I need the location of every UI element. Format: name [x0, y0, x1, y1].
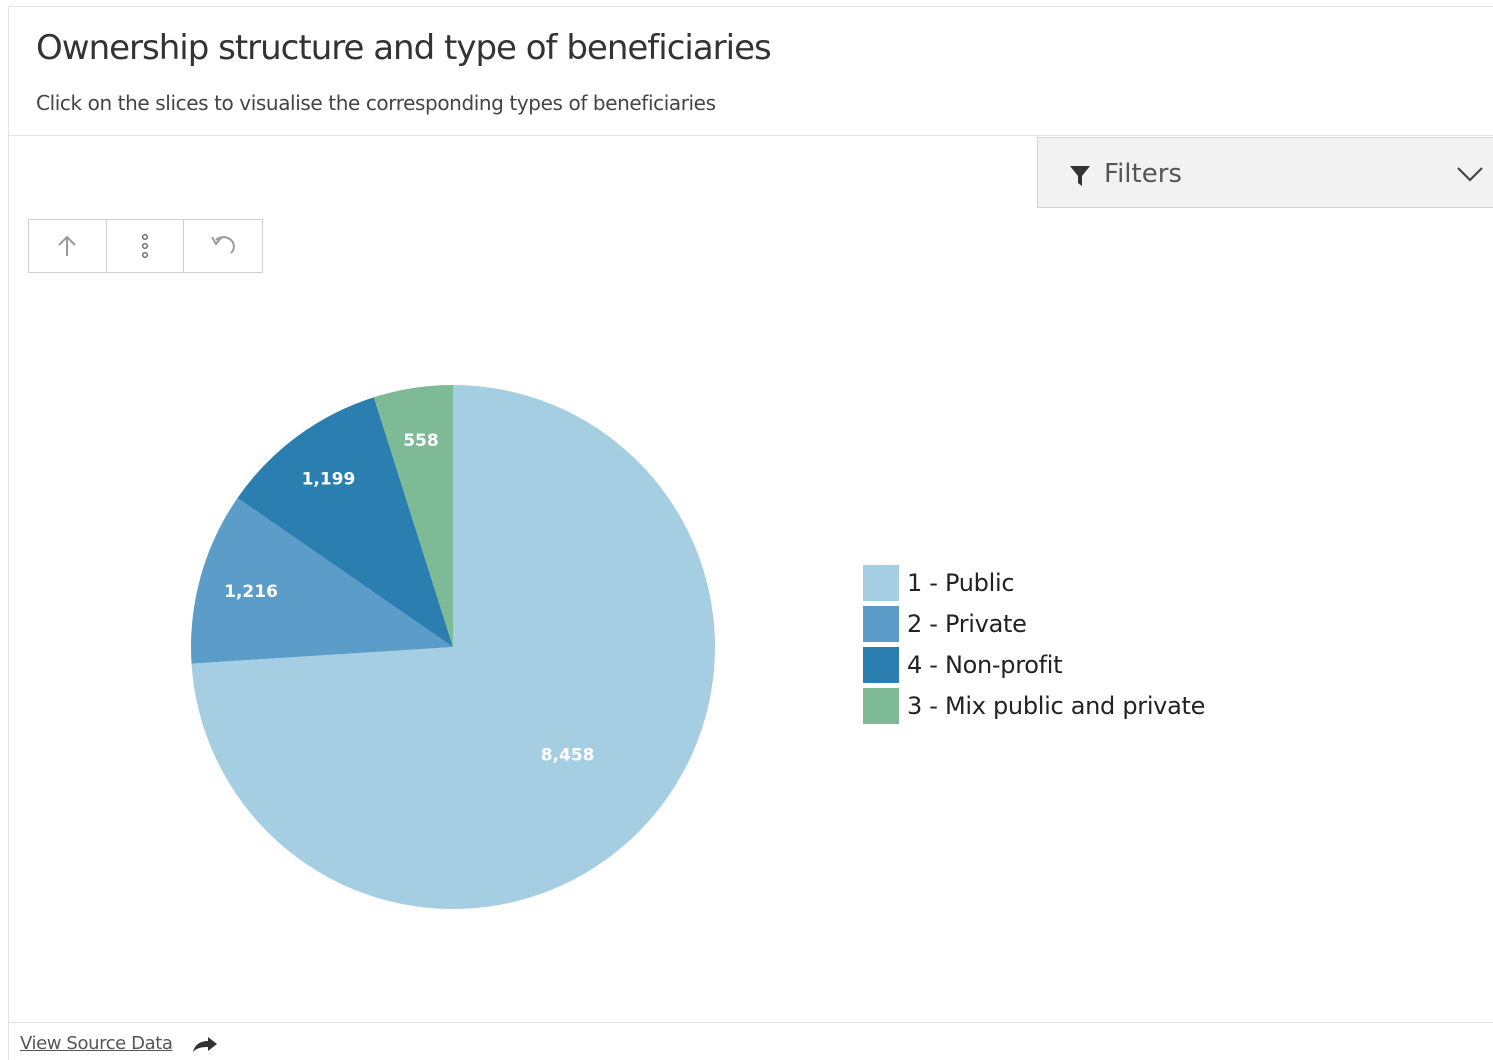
- filters-dropdown[interactable]: Filters: [1037, 137, 1493, 208]
- legend-label: 2 - Private: [907, 610, 1027, 638]
- filters-label: Filters: [1104, 159, 1182, 189]
- pie-slice-1[interactable]: [191, 385, 715, 909]
- pie-slice-4[interactable]: [373, 385, 453, 647]
- pie-slice-label-3: 1,199: [302, 469, 356, 489]
- pie-slice-label-4: 558: [403, 431, 439, 451]
- undo-icon: [211, 236, 236, 254]
- legend-swatch: [863, 647, 899, 683]
- chart-legend: 1 - Public 2 - Private 4 - Non-profit 3 - M…: [863, 565, 1205, 729]
- legend-swatch: [863, 565, 899, 601]
- options-button[interactable]: [107, 220, 185, 272]
- share-arrow-icon[interactable]: [191, 1036, 219, 1054]
- pie-slice-label-1: 8,458: [541, 746, 595, 766]
- drill-up-button[interactable]: [29, 220, 107, 272]
- chart-subtitle: Click on the slices to visualise the cor…: [36, 91, 716, 115]
- view-source-data-link[interactable]: View Source Data: [20, 1033, 173, 1054]
- pie-slice-2[interactable]: [190, 497, 453, 664]
- chart-title: Ownership structure and type of benefici…: [36, 28, 772, 68]
- header-divider: [9, 135, 1493, 136]
- pie-slice-label-2: 1,216: [224, 582, 278, 602]
- footer-divider: [9, 1022, 1493, 1023]
- legend-label: 4 - Non-profit: [907, 651, 1063, 679]
- chart-card: [8, 6, 1493, 1060]
- legend-label: 3 - Mix public and private: [907, 692, 1206, 720]
- chart-toolbar: [28, 219, 263, 273]
- legend-label: 1 - Public: [907, 569, 1015, 597]
- legend-item-2[interactable]: 2 - Private: [863, 606, 1205, 647]
- vertical-dots-icon: [142, 234, 148, 259]
- arrow-up-icon: [58, 235, 77, 256]
- legend-swatch: [863, 688, 899, 724]
- pie-slice-3[interactable]: [237, 397, 453, 647]
- undo-button[interactable]: [184, 220, 262, 272]
- chevron-down-icon: [1457, 167, 1483, 182]
- legend-item-3[interactable]: 4 - Non-profit: [863, 647, 1205, 688]
- legend-item-1[interactable]: 1 - Public: [863, 565, 1205, 606]
- legend-item-4[interactable]: 3 - Mix public and private: [863, 688, 1205, 729]
- funnel-icon: [1070, 166, 1090, 186]
- legend-swatch: [863, 606, 899, 642]
